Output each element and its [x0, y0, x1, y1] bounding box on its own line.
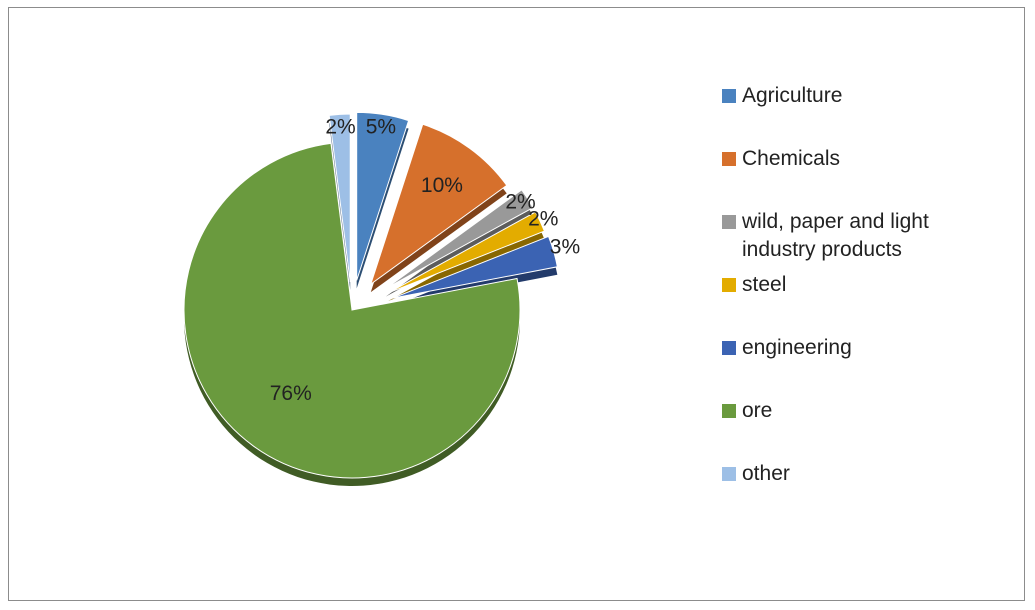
legend-item-engineering: engineering [722, 334, 992, 362]
data-label-chemicals: 10% [421, 174, 463, 197]
pie-slice-steel [387, 211, 546, 294]
legend-swatch [722, 278, 736, 292]
legend-swatch [722, 152, 736, 166]
data-label-ore: 76% [270, 382, 312, 405]
data-label-agriculture: 5% [366, 115, 396, 138]
legend-item-ore: ore [722, 397, 992, 425]
legend-label: other [742, 462, 790, 485]
data-label-steel: 2% [528, 208, 558, 231]
data-label-other: 2% [325, 115, 355, 138]
legend-swatch [722, 341, 736, 355]
pie-slice-wild-paper-and-light-industry-products [385, 189, 534, 290]
legend-label: ore [742, 399, 773, 422]
pie-slice-ore [183, 142, 521, 479]
legend-item-steel: steel [722, 271, 992, 299]
data-label-wild-paper-and-light-industry-products: 2% [505, 191, 535, 214]
legend-label: Chemicals [742, 147, 841, 170]
legend-item-wild-paper-light-industry: wild, paper and light industry products [722, 208, 992, 264]
legend-item-agriculture: Agriculture [722, 82, 992, 110]
legend-swatch [722, 89, 736, 103]
legend-swatch [722, 215, 736, 229]
legend-label: wild, paper and light industry products [742, 210, 929, 261]
pie-slice-agriculture [356, 111, 410, 281]
legend-label: Agriculture [742, 84, 843, 107]
legend-swatch [722, 467, 736, 481]
data-label-engineering: 3% [550, 236, 580, 259]
legend-item-chemicals: Chemicals [722, 145, 992, 173]
legend-label: engineering [742, 336, 852, 359]
legend-swatch [722, 404, 736, 418]
pie-slice-other [328, 113, 351, 283]
pie-slice-chemicals [369, 123, 508, 286]
legend-label: steel [742, 273, 787, 296]
legend-item-other: other [722, 460, 992, 488]
pie-slice-engineering [392, 235, 558, 299]
